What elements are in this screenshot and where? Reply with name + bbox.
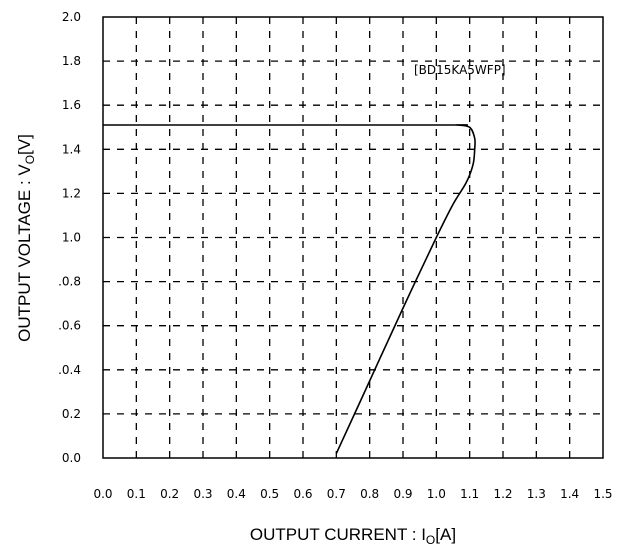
- x-tick-label: 0.0: [93, 487, 112, 501]
- y-tick-label: .0.4: [58, 363, 81, 377]
- x-tick-label: 0.3: [193, 487, 212, 501]
- x-tick-label: 1.2: [493, 487, 512, 501]
- y-tick-label: .0.8: [58, 275, 81, 289]
- y-tick-label: 0.0: [62, 451, 81, 465]
- y-axis-title-main: OUTPUT VOLTAGE : V: [15, 164, 34, 342]
- y-tick-label: 1.0: [62, 231, 81, 245]
- x-tick-label: 1.1: [460, 487, 479, 501]
- x-axis-title-main: OUTPUT CURRENT : I: [250, 525, 426, 544]
- y-tick-labels: 0.0 0.2 .0.4 .0.6 .0.8 1.0 1.2 1.4 1.6 1.8 2.0: [58, 10, 81, 465]
- y-tick-label: 2.0: [62, 10, 81, 24]
- x-tick-label: 1.4: [560, 487, 579, 501]
- y-tick-label: 1.8: [62, 54, 81, 68]
- x-tick-label: 0.8: [360, 487, 379, 501]
- y-tick-label: 1.4: [62, 142, 81, 156]
- y-axis-title-unit: [V]: [15, 134, 34, 155]
- y-axis-title: OUTPUT VOLTAGE : VO[V]: [15, 134, 37, 342]
- annotation-label: [BD15KA5WFP]: [414, 63, 506, 77]
- x-tick-label: 0.4: [227, 487, 246, 501]
- series-layer: [102, 124, 476, 454]
- x-tick-label: 0.2: [160, 487, 179, 501]
- x-tick-label: 1.5: [593, 487, 612, 501]
- plot-frame: [102, 16, 604, 459]
- y-tick-label: 1.2: [62, 186, 81, 200]
- x-tick-label: 0.6: [293, 487, 312, 501]
- series-line: [102, 124, 476, 454]
- x-tick-label: 0.7: [327, 487, 346, 501]
- x-tick-labels: 0.0 0.1 0.2 0.3 0.4 0.5 0.6 0.7 0.8 0.9 1.0 1.1 1.2 1…: [93, 487, 612, 501]
- y-axis-title-subscript: O: [23, 155, 37, 164]
- grid: [103, 17, 603, 458]
- x-axis-title: OUTPUT CURRENT : IO[A]: [250, 525, 456, 547]
- x-tick-label: 0.9: [393, 487, 412, 501]
- x-axis-title-unit: [A]: [435, 525, 456, 544]
- x-tick-label: 0.5: [260, 487, 279, 501]
- y-tick-label: 0.2: [62, 407, 81, 421]
- x-axis-title-subscript: O: [426, 533, 435, 547]
- x-tick-label: 1.3: [527, 487, 546, 501]
- x-tick-label: 0.1: [127, 487, 146, 501]
- y-tick-label: .0.6: [58, 319, 81, 333]
- y-tick-label: 1.6: [62, 98, 81, 112]
- x-tick-label: 1.0: [427, 487, 446, 501]
